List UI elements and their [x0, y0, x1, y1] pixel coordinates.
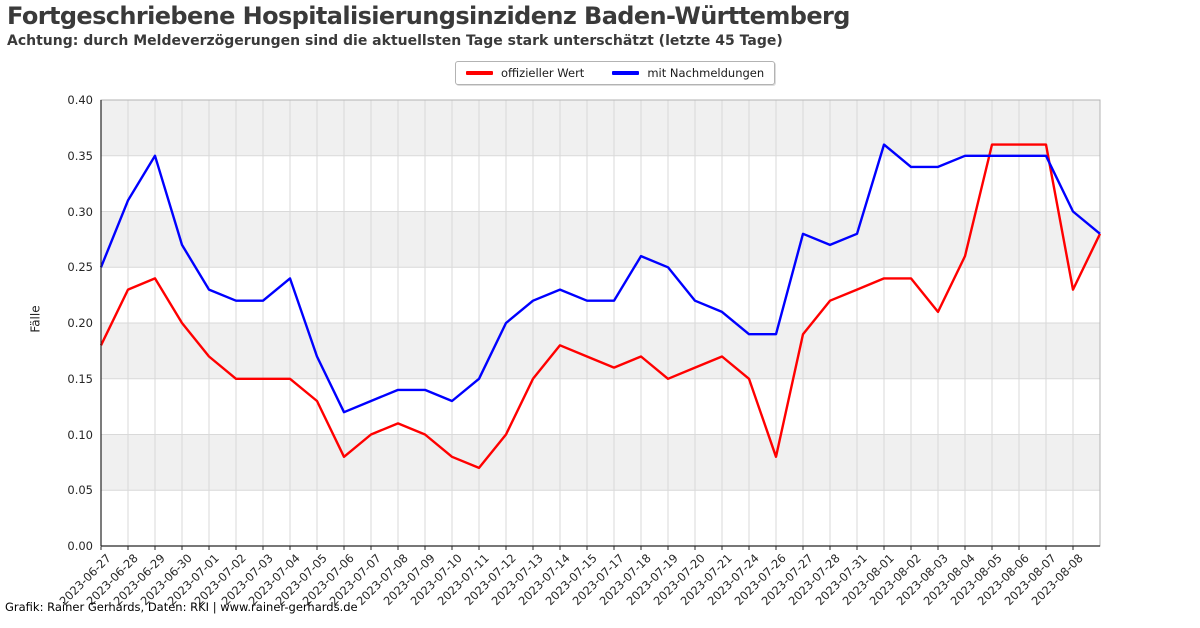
footer-credit: Grafik: Rainer Gerhards, Daten: RKI | ww… — [5, 600, 358, 614]
chart-plot-area — [99, 99, 1102, 550]
band-stripe — [101, 211, 1100, 268]
red-line-swatch-icon — [466, 71, 493, 75]
y-tick-label: 0.05 — [67, 483, 93, 498]
y-tick-label: 0.20 — [67, 316, 93, 330]
legend: offizieller Wert mit Nachmeldungen — [455, 61, 776, 85]
y-tick-label: 0.30 — [67, 204, 93, 219]
legend-label-official: offizieller Wert — [501, 66, 585, 80]
band-stripe — [101, 323, 1100, 379]
page-title: Fortgeschriebene Hospitalisierungsinzide… — [7, 2, 850, 30]
y-axis-title: Fälle — [28, 305, 43, 333]
legend-item-official: offizieller Wert — [466, 66, 584, 80]
blue-line-swatch-icon — [612, 71, 640, 75]
y-tick-label: 0.15 — [67, 371, 93, 386]
band-stripe — [101, 100, 1100, 156]
legend-label-nachmeldungen: mit Nachmeldungen — [647, 66, 765, 80]
y-tick-label: 0.25 — [67, 260, 93, 275]
y-tick-label: 0.00 — [67, 539, 93, 553]
legend-item-nachmeldungen: mit Nachmeldungen — [612, 66, 764, 80]
series-line-nachmeldungen — [99, 143, 1101, 414]
y-tick-label: 0.40 — [67, 93, 93, 107]
series-line-official — [99, 143, 1102, 470]
y-tick-label: 0.10 — [67, 427, 93, 442]
y-tick-label: 0.35 — [67, 148, 93, 163]
band-stripe — [101, 434, 1100, 491]
page-subtitle: Achtung: durch Meldeverzögerungen sind d… — [7, 33, 783, 49]
